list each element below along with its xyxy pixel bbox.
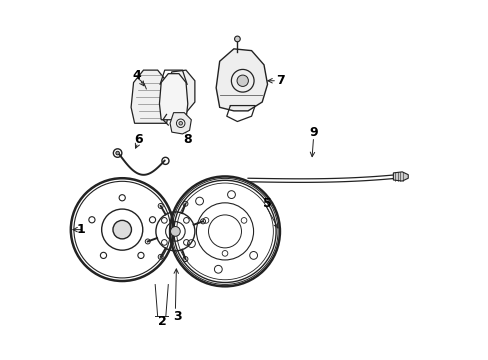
Circle shape <box>113 220 131 239</box>
Polygon shape <box>159 74 187 120</box>
Text: 4: 4 <box>132 69 141 82</box>
Polygon shape <box>131 70 170 123</box>
Polygon shape <box>216 49 267 111</box>
Text: 2: 2 <box>157 315 166 328</box>
Circle shape <box>179 122 182 125</box>
Polygon shape <box>164 70 195 113</box>
Text: 1: 1 <box>76 223 85 236</box>
Text: 6: 6 <box>134 133 142 146</box>
Text: 7: 7 <box>276 74 285 87</box>
Circle shape <box>234 36 240 42</box>
Text: 9: 9 <box>309 126 317 139</box>
Circle shape <box>116 151 119 155</box>
Circle shape <box>170 226 180 236</box>
Polygon shape <box>392 172 407 181</box>
Text: 5: 5 <box>263 197 271 210</box>
Polygon shape <box>170 113 191 134</box>
Text: 8: 8 <box>183 133 192 146</box>
Circle shape <box>237 75 248 86</box>
Text: 3: 3 <box>172 310 181 323</box>
